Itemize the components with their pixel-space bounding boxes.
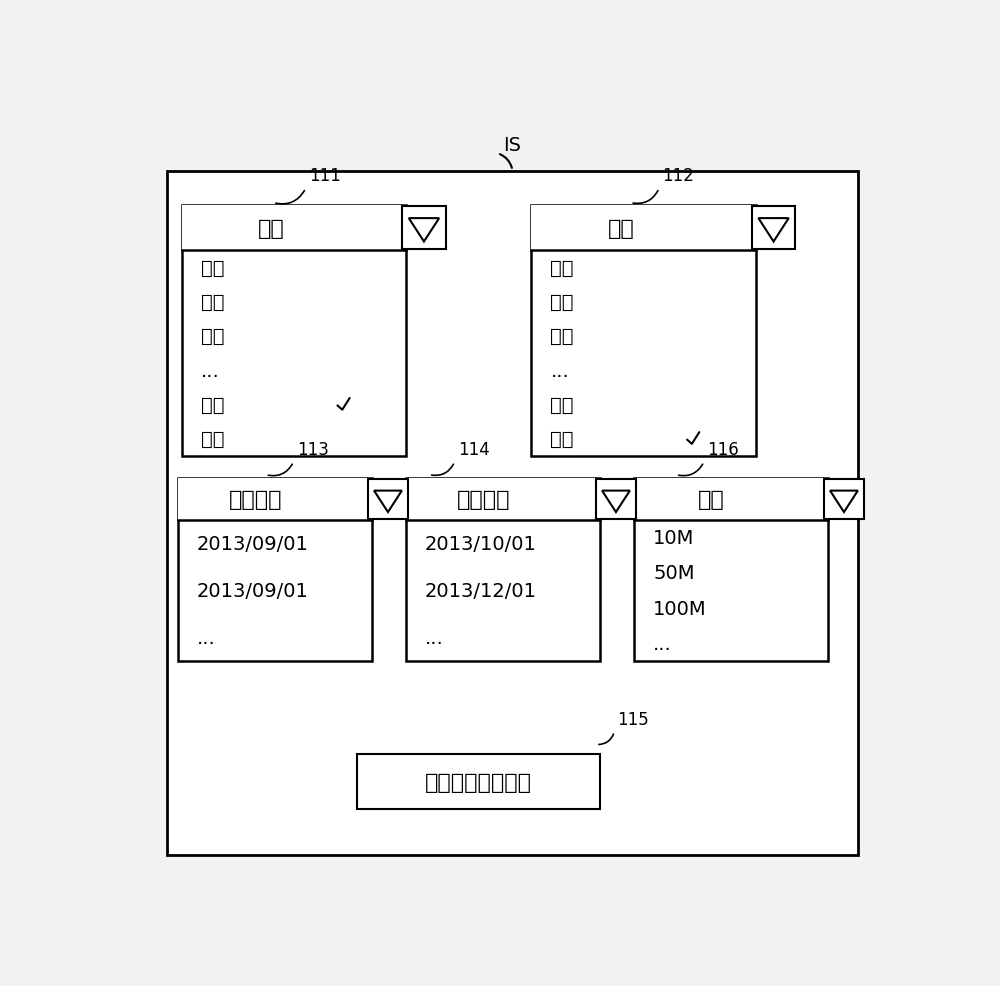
- Text: 100M: 100M: [653, 599, 707, 618]
- Text: 2013/09/01: 2013/09/01: [197, 582, 309, 600]
- Text: ...: ...: [425, 628, 444, 647]
- Text: ...: ...: [653, 634, 672, 653]
- Bar: [596, 480, 636, 520]
- Text: 南京: 南京: [201, 293, 224, 312]
- Text: 115: 115: [617, 710, 649, 728]
- Polygon shape: [602, 491, 630, 513]
- Text: 北京: 北京: [550, 258, 574, 278]
- Polygon shape: [758, 219, 789, 243]
- Bar: [357, 754, 600, 810]
- Bar: [682, 429, 704, 450]
- Text: 2013/09/01: 2013/09/01: [197, 534, 309, 553]
- Text: 111: 111: [309, 168, 341, 185]
- Bar: [333, 360, 354, 382]
- Bar: [333, 429, 354, 450]
- Bar: [406, 479, 600, 521]
- Bar: [682, 292, 704, 314]
- Text: 起始时间: 起始时间: [229, 490, 282, 510]
- Bar: [682, 257, 704, 279]
- Text: 武汉: 武汉: [550, 395, 574, 414]
- Polygon shape: [409, 219, 439, 243]
- Text: 带宽: 带宽: [698, 490, 725, 510]
- Bar: [333, 292, 354, 314]
- Bar: [402, 207, 446, 250]
- Text: 武汉: 武汉: [201, 395, 224, 414]
- Bar: [531, 206, 756, 457]
- Text: 112: 112: [662, 168, 694, 185]
- Text: 上海: 上海: [201, 327, 224, 346]
- Text: 2013/10/01: 2013/10/01: [425, 534, 537, 553]
- Bar: [824, 480, 864, 520]
- Bar: [333, 326, 354, 347]
- Text: ...: ...: [201, 361, 220, 381]
- Text: 北京: 北京: [201, 258, 224, 278]
- Text: 香港: 香港: [550, 430, 574, 449]
- Text: IS: IS: [504, 135, 522, 155]
- Text: 专线识别码输入框: 专线识别码输入框: [425, 772, 532, 792]
- Text: 南京: 南京: [550, 293, 574, 312]
- Text: 2013/12/01: 2013/12/01: [425, 582, 537, 600]
- Text: 香港: 香港: [201, 430, 224, 449]
- Text: 上海: 上海: [550, 327, 574, 346]
- Bar: [333, 394, 354, 415]
- Bar: [182, 206, 406, 457]
- Text: 114: 114: [458, 441, 490, 458]
- Bar: [178, 479, 372, 662]
- Bar: [682, 394, 704, 415]
- Text: 起点: 起点: [258, 219, 285, 239]
- Bar: [634, 479, 828, 662]
- Bar: [178, 479, 372, 521]
- Bar: [368, 480, 408, 520]
- Bar: [682, 360, 704, 382]
- Bar: [182, 206, 406, 251]
- Polygon shape: [374, 491, 402, 513]
- Text: ...: ...: [197, 628, 216, 647]
- Text: ...: ...: [550, 361, 569, 381]
- Bar: [752, 207, 795, 250]
- Text: 113: 113: [297, 441, 329, 458]
- Bar: [333, 257, 354, 279]
- Bar: [682, 326, 704, 347]
- Polygon shape: [830, 491, 858, 513]
- Text: 终点: 终点: [608, 219, 635, 239]
- Text: 50M: 50M: [653, 564, 695, 583]
- Bar: [406, 479, 600, 662]
- Bar: [531, 206, 756, 251]
- Text: 10M: 10M: [653, 528, 694, 548]
- Text: 终止时间: 终止时间: [457, 490, 510, 510]
- Text: 116: 116: [707, 441, 739, 458]
- Bar: [634, 479, 828, 521]
